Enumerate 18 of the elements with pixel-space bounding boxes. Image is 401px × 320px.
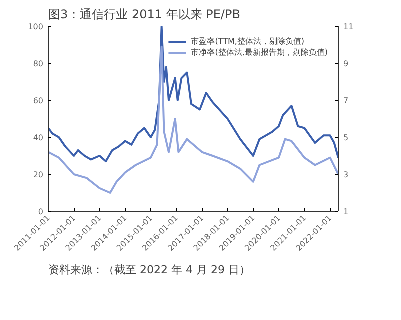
y2-tick-label: 9 — [344, 60, 349, 68]
y-tick-label: 100 — [28, 22, 44, 32]
y2-tick-label: 1 — [344, 208, 349, 216]
line-series — [48, 26, 338, 163]
y-tick-label: 20 — [33, 170, 44, 180]
line-series — [48, 46, 338, 194]
y2-tick-label: 7 — [344, 96, 349, 106]
y-tick-label: 40 — [33, 134, 44, 142]
y-tick-label: 60 — [33, 96, 44, 106]
text: 资料来源：（截至 2022 年 4 月 29 日） — [48, 264, 250, 276]
y2-tick-label: 11 — [344, 22, 354, 32]
y2-tick-label: 5 — [344, 134, 349, 142]
legend-label: 市净率(整体法,最新报告期，剔除负值) — [191, 47, 328, 58]
y-tick-label: 0 — [38, 208, 44, 216]
legend-label: 市盈率(TTM,整体法，剔除负值) — [191, 36, 305, 47]
chart-title: 图3：通信行业 2011 年以来 PE/PB — [48, 8, 240, 22]
y-tick-label: 80 — [33, 60, 44, 68]
y2-tick-label: 3 — [344, 170, 349, 180]
